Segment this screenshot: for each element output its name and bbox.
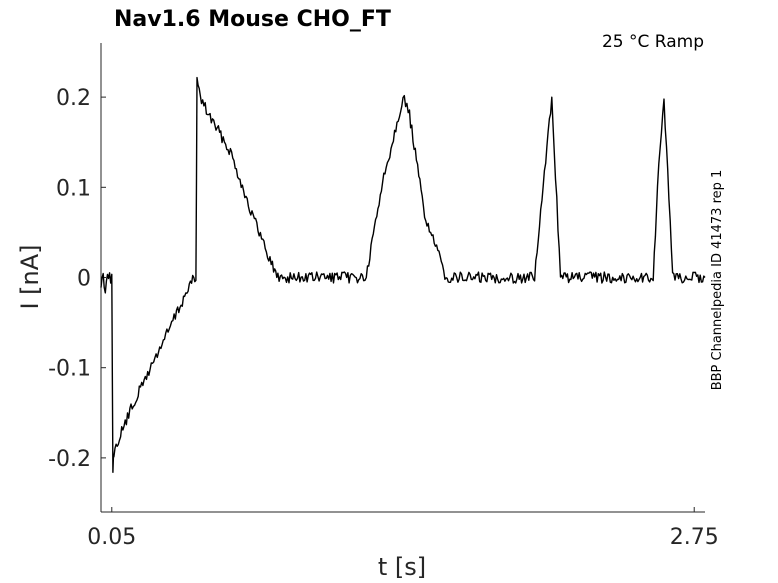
x-axis-label: t [s] xyxy=(378,553,426,581)
side-note: BBP Channelpedia ID 41473 rep 1 xyxy=(710,170,725,391)
y-tick-label: -0.2 xyxy=(48,447,91,472)
y-tick-label: -0.1 xyxy=(48,357,91,382)
x-ticks: 0.05 2.75 xyxy=(87,507,719,550)
x-tick-label: 2.75 xyxy=(670,525,719,550)
y-tick-label: 0.1 xyxy=(56,176,91,201)
chart-subtitle: 25 °C Ramp xyxy=(602,32,704,52)
y-ticks: -0.2 -0.1 0 0.1 0.2 xyxy=(48,86,106,472)
chart-title: Nav1.6 Mouse CHO_FT xyxy=(114,7,391,32)
plot-area xyxy=(100,76,706,473)
series-line xyxy=(100,76,706,473)
x-tick-label: 0.05 xyxy=(87,525,136,550)
y-tick-label: 0 xyxy=(77,267,91,292)
y-axis-label: I [nA] xyxy=(16,244,44,309)
y-tick-label: 0.2 xyxy=(56,86,91,111)
